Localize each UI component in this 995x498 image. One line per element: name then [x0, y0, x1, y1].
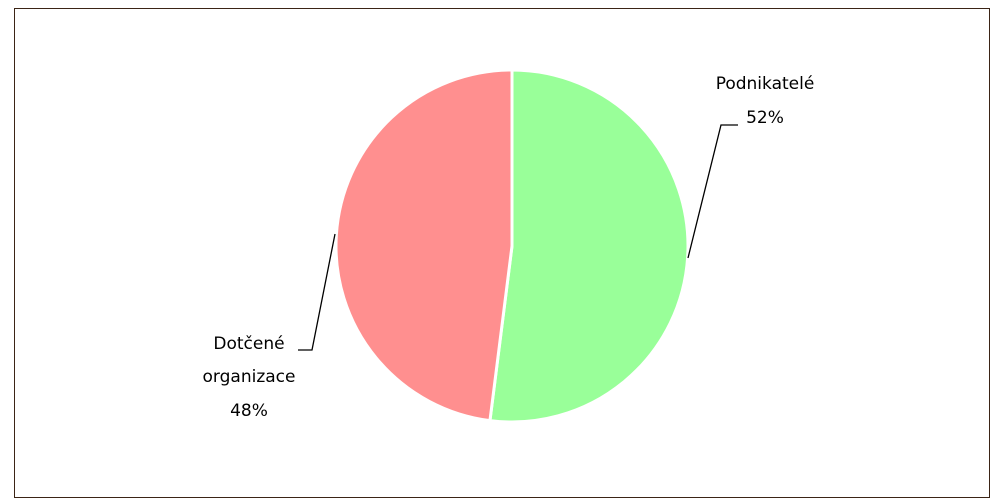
pie-slice-podnikatele [488, 68, 690, 424]
leader-lines [298, 124, 738, 351]
leader-line-dotcene-organizace [298, 233, 336, 351]
slice-label-podnikatele-value: 52% [746, 108, 784, 128]
leader-line-podnikatele [687, 124, 738, 259]
pie-slices [334, 68, 690, 424]
pie-slice-dotcene-organizace [334, 68, 514, 423]
slice-label-dotcene-value: 48% [230, 401, 268, 421]
pie-chart: Podnikatelé 52% Dotčené organizace 48% [203, 68, 815, 424]
slice-label-dotcene-organizace: Dotčené organizace 48% [203, 334, 296, 421]
slice-label-podnikatele-name: Podnikatelé [716, 74, 815, 94]
slice-label-podnikatele: Podnikatelé 52% [716, 74, 815, 128]
slice-label-dotcene-line2: organizace [203, 367, 296, 387]
slice-label-dotcene-line1: Dotčené [213, 334, 284, 354]
